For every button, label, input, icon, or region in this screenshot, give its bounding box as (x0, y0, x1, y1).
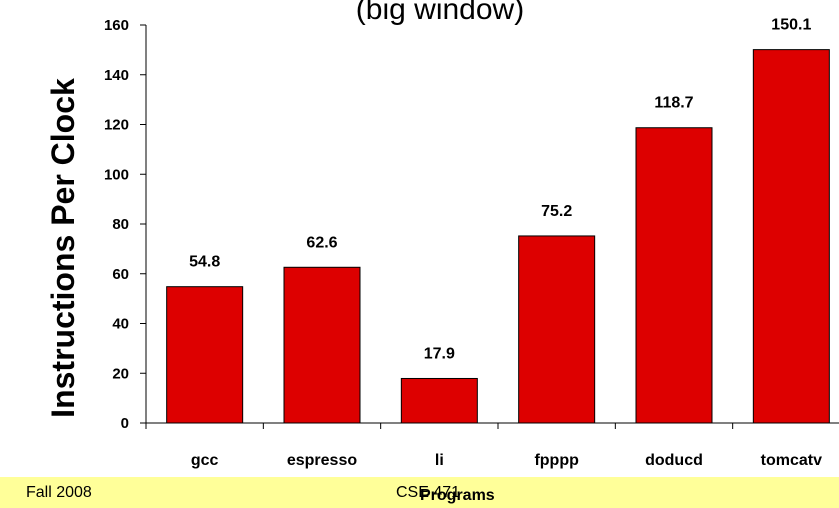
data-labels: 54.8 62.6 17.9 75.2 118.7 150.1 (189, 17, 811, 363)
bar-li (400, 377, 478, 424)
y-ticks: 0 20 40 60 80 100 120 140 160 (104, 17, 146, 432)
category-label: tomcatv (761, 452, 822, 469)
category-label: li (435, 452, 444, 469)
y-tick-label: 100 (104, 166, 129, 183)
data-label: 118.7 (654, 95, 693, 112)
data-label: 62.6 (306, 234, 337, 251)
data-label: 17.9 (424, 345, 455, 362)
bar-fpppp (518, 235, 596, 424)
y-tick-label: 40 (112, 316, 129, 333)
category-labels: gcc espresso li fpppp doducd tomcatv (191, 452, 822, 469)
y-tick-label: 80 (112, 216, 129, 233)
y-tick-label: 0 (121, 415, 129, 432)
y-axis-label: Instructions Per Clock (45, 78, 81, 418)
category-label: gcc (191, 452, 219, 469)
y-tick-label: 60 (112, 266, 129, 283)
category-label: fpppp (534, 452, 579, 469)
data-label: 75.2 (541, 203, 572, 220)
footer-course: CSE 471 (396, 484, 461, 501)
bar-gcc (166, 286, 244, 424)
bar-tomcatv (752, 49, 830, 424)
bar-espresso (283, 266, 361, 424)
category-label: doducd (645, 452, 703, 469)
chart-title: (big window) (356, 0, 524, 26)
y-tick-label: 160 (104, 17, 129, 34)
y-tick-label: 20 (112, 365, 129, 382)
x-axis-label: Programs (420, 487, 495, 504)
data-label: 54.8 (189, 254, 220, 271)
slide-footer: Fall 2008 CSE 471 (0, 477, 839, 508)
bars (166, 49, 830, 424)
bar-doducd (635, 127, 713, 424)
data-label: 150.1 (771, 17, 811, 34)
y-tick-label: 120 (104, 117, 129, 134)
footer-date: Fall 2008 (26, 484, 92, 501)
y-tick-label: 140 (104, 67, 129, 84)
category-label: espresso (287, 452, 357, 469)
x-ticks (145, 423, 734, 429)
